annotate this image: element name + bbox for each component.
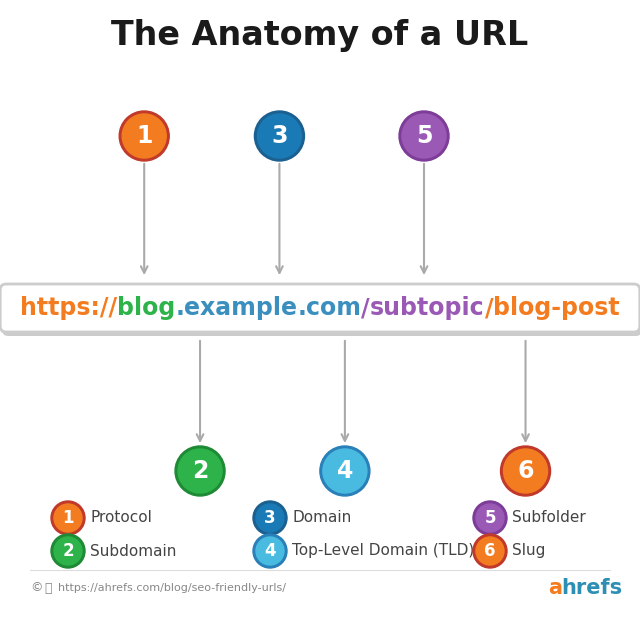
- Text: /: /: [362, 296, 370, 320]
- Text: Protocol: Protocol: [90, 510, 152, 525]
- Text: https://ahrefs.com/blog/seo-friendly-urls/: https://ahrefs.com/blog/seo-friendly-url…: [58, 583, 286, 593]
- Text: 1: 1: [62, 509, 74, 527]
- Circle shape: [255, 111, 305, 161]
- Circle shape: [54, 537, 82, 565]
- Text: 2: 2: [62, 542, 74, 560]
- Text: .: .: [175, 296, 184, 320]
- Circle shape: [253, 501, 287, 535]
- Circle shape: [122, 114, 166, 158]
- Text: 5: 5: [416, 124, 432, 148]
- Text: 4: 4: [264, 542, 276, 560]
- Text: Slug: Slug: [512, 543, 545, 558]
- Circle shape: [476, 504, 504, 532]
- Text: 3: 3: [264, 509, 276, 527]
- Text: example: example: [184, 296, 298, 320]
- Circle shape: [500, 446, 550, 496]
- Circle shape: [323, 449, 367, 493]
- Text: Top-Level Domain (TLD): Top-Level Domain (TLD): [292, 543, 474, 558]
- Text: blog-post: blog-post: [493, 296, 620, 320]
- Text: 1: 1: [136, 124, 152, 148]
- Circle shape: [402, 114, 446, 158]
- Text: ©: ©: [30, 582, 42, 595]
- Circle shape: [473, 501, 507, 535]
- Text: 6: 6: [484, 542, 496, 560]
- Circle shape: [51, 534, 85, 568]
- Text: Domain: Domain: [292, 510, 351, 525]
- Text: com: com: [307, 296, 362, 320]
- Circle shape: [178, 449, 222, 493]
- Circle shape: [476, 537, 504, 565]
- Text: 5: 5: [484, 509, 496, 527]
- Circle shape: [175, 446, 225, 496]
- FancyBboxPatch shape: [2, 288, 640, 336]
- Text: 6: 6: [517, 459, 534, 483]
- Text: /: /: [484, 296, 493, 320]
- Circle shape: [256, 537, 284, 565]
- Circle shape: [256, 504, 284, 532]
- Circle shape: [253, 534, 287, 568]
- Text: 4: 4: [337, 459, 353, 483]
- Text: ⓘ: ⓘ: [44, 582, 51, 595]
- Text: blog: blog: [117, 296, 175, 320]
- Circle shape: [51, 501, 85, 535]
- Text: 2: 2: [192, 459, 208, 483]
- Circle shape: [320, 446, 370, 496]
- Circle shape: [54, 504, 82, 532]
- Text: Subdomain: Subdomain: [90, 543, 177, 558]
- Circle shape: [119, 111, 169, 161]
- Text: https://: https://: [20, 296, 117, 320]
- Text: Subfolder: Subfolder: [512, 510, 586, 525]
- Text: hrefs: hrefs: [561, 578, 622, 598]
- Text: 3: 3: [271, 124, 288, 148]
- Circle shape: [504, 449, 548, 493]
- Text: subtopic: subtopic: [370, 296, 484, 320]
- FancyBboxPatch shape: [0, 284, 640, 332]
- Circle shape: [257, 114, 301, 158]
- Text: a: a: [548, 578, 562, 598]
- Circle shape: [399, 111, 449, 161]
- Text: The Anatomy of a URL: The Anatomy of a URL: [111, 19, 529, 53]
- Text: .: .: [298, 296, 307, 320]
- Circle shape: [473, 534, 507, 568]
